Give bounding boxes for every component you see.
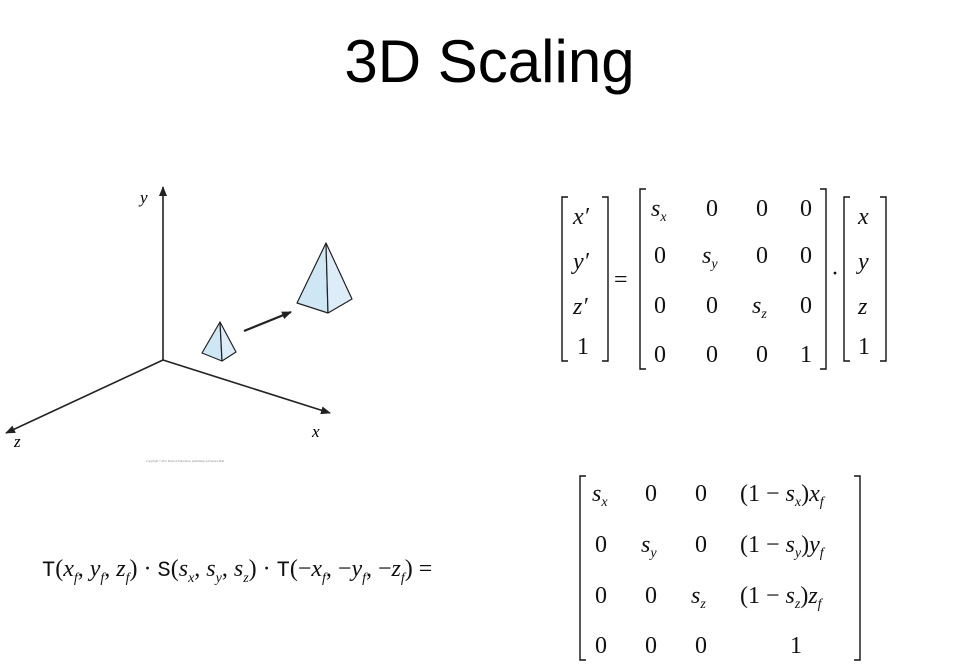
m2-r4c2: 0 [645,633,657,659]
rhs-left-bracket [843,196,850,362]
m1-r2c4: 0 [800,243,812,269]
small-pyramid [201,321,237,362]
large-pyramid [296,242,353,314]
m2-r3c3: sz [691,583,706,612]
m1-r4c4: 1 [800,342,812,368]
m2-left-bracket [579,475,586,661]
m1-r3c1: 0 [654,293,666,319]
m2-r2c1: 0 [595,532,607,558]
m1-r4c2: 0 [706,342,718,368]
m2-r3c1: 0 [595,583,607,609]
lhs-x-prime: x′ [572,204,590,230]
m1-r1c3: 0 [756,196,768,222]
rhs-y: y [856,249,869,275]
m1-r1c1: sx [651,196,667,225]
m2-right-bracket [854,475,861,661]
m2-r1c3: 0 [695,481,707,507]
x-axis-line [162,359,331,415]
m1-r1c4: 0 [800,196,812,222]
matrix-right-bracket [820,188,827,370]
rhs-one: 1 [858,334,870,360]
m2-r1c1: sx [592,481,608,510]
scaling-arrow [243,310,292,333]
m1-r3c3: sz [752,293,767,322]
matrix-left-bracket [639,188,646,370]
m1-r2c3: 0 [756,243,768,269]
scaling-figure: y x z Copyright ©2011 Pearson Education,… [5,186,353,464]
m2-r2c3: 0 [695,532,707,558]
composite-lhs: T(xf, yf, zf) · S(sx, sy, sz) · T(−xf, −… [42,556,432,586]
multiply-dot: · [831,261,839,287]
m2-r2c2: sy [641,532,657,561]
lhs-left-bracket [561,196,568,362]
lhs-y-prime: y′ [571,249,590,275]
m1-r4c1: 0 [654,342,666,368]
z-axis-label: z [13,432,21,451]
m1-r1c2: 0 [706,196,718,222]
m2-r4c4: 1 [790,633,802,659]
m2-r3c2: 0 [645,583,657,609]
slide-title: 3D Scaling [344,28,635,95]
copyright-note: Copyright ©2011 Pearson Education, publi… [146,458,224,464]
m1-r2c1: 0 [654,243,666,269]
y-axis-label: y [138,188,148,207]
fixed-point-scaling-equation: T(xf, yf, zf) · S(sx, sy, sz) · T(−xf, −… [42,475,861,661]
m2-r1c4: (1 − sx)xf [740,481,826,510]
m2-r1c2: 0 [645,481,657,507]
m2-r2c4: (1 − sy)yf [740,532,826,561]
m1-r4c3: 0 [756,342,768,368]
x-axis-label: x [311,422,320,441]
m1-r3c2: 0 [706,293,718,319]
z-axis-line [5,359,164,434]
rhs-right-bracket [880,196,887,362]
m2-r3c4: (1 − sz)zf [740,583,824,612]
m2-r4c1: 0 [595,633,607,659]
m1-r3c4: 0 [800,293,812,319]
rhs-x: x [857,204,869,230]
rhs-z: z [857,294,868,320]
lhs-z-prime: z′ [572,294,588,320]
lhs-one: 1 [577,334,589,360]
m1-r2c2: sy [702,243,718,272]
m2-r4c3: 0 [695,633,707,659]
equals-sign: = [614,267,628,293]
scaling-equation: x′ y′ z′ 1 = sx 0 0 0 0 sy 0 0 0 0 sz 0 … [561,188,887,370]
lhs-right-bracket [602,196,609,362]
